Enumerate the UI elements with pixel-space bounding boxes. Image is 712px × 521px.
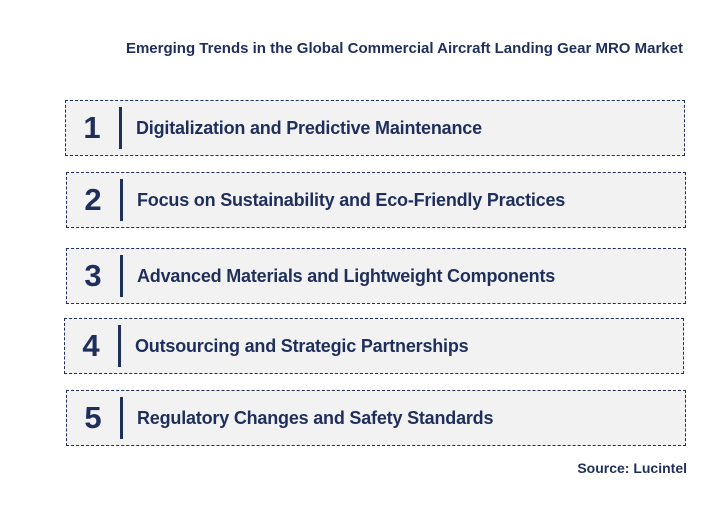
source-credit: Source: Lucintel bbox=[577, 460, 687, 476]
trend-label: Focus on Sustainability and Eco-Friendly… bbox=[137, 189, 566, 210]
separator-bar bbox=[118, 325, 121, 367]
separator-bar bbox=[120, 255, 123, 297]
trend-number: 3 bbox=[84, 258, 102, 293]
trend-item-5: 5 Regulatory Changes and Safety Standard… bbox=[66, 390, 686, 446]
separator-bar bbox=[119, 107, 122, 149]
trend-item-4: 4 Outsourcing and Strategic Partnerships bbox=[64, 318, 684, 374]
trend-label: Outsourcing and Strategic Partnerships bbox=[135, 335, 469, 356]
diagram-title: Emerging Trends in the Global Commercial… bbox=[125, 40, 683, 57]
trend-label: Advanced Materials and Lightweight Compo… bbox=[137, 265, 556, 286]
trend-number: 1 bbox=[83, 110, 101, 145]
trend-number: 5 bbox=[84, 400, 102, 435]
separator-bar bbox=[120, 179, 123, 221]
separator-bar bbox=[120, 397, 123, 439]
trend-number: 4 bbox=[82, 328, 100, 363]
trend-number: 2 bbox=[84, 182, 102, 217]
trend-label: Digitalization and Predictive Maintenanc… bbox=[136, 117, 482, 138]
trend-item-2: 2 Focus on Sustainability and Eco-Friend… bbox=[66, 172, 686, 228]
trend-label: Regulatory Changes and Safety Standards bbox=[137, 407, 494, 428]
trend-item-3: 3 Advanced Materials and Lightweight Com… bbox=[66, 248, 686, 304]
trend-item-1: 1 Digitalization and Predictive Maintena… bbox=[65, 100, 685, 156]
